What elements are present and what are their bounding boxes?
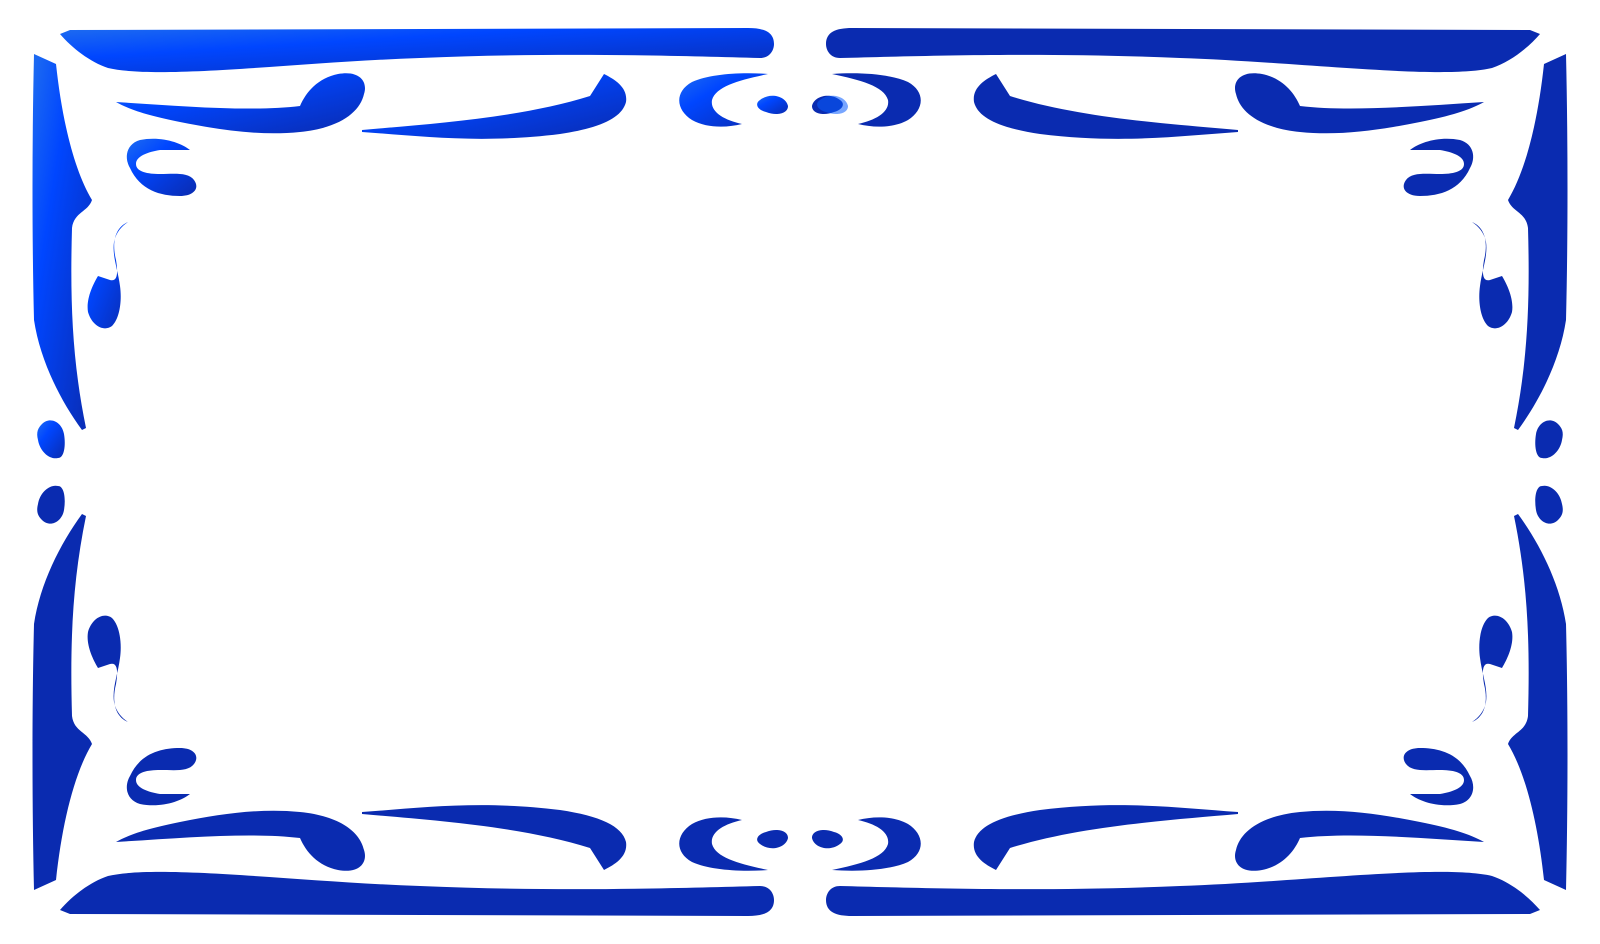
frame-corner-bottom-right (812, 485, 1568, 916)
frame-corner-bottom-left (32, 485, 788, 916)
frame-corner-top-left (32, 28, 788, 459)
frame-highlight-accents (817, 95, 848, 114)
frame-corner-top-right (812, 28, 1568, 459)
